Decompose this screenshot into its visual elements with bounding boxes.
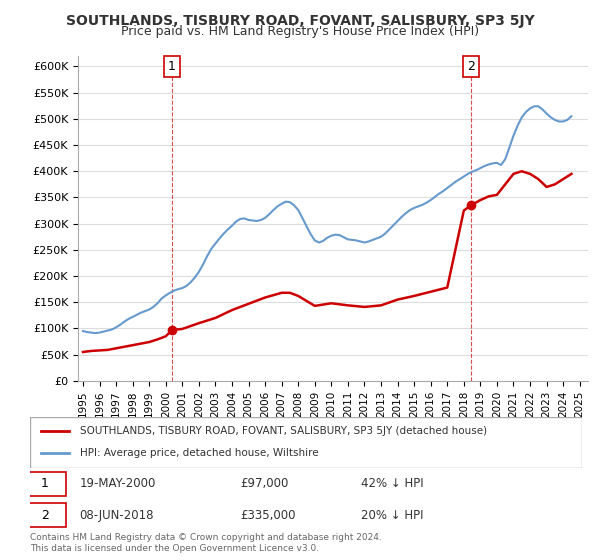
FancyBboxPatch shape	[30, 417, 582, 468]
Text: SOUTHLANDS, TISBURY ROAD, FOVANT, SALISBURY, SP3 5JY (detached house): SOUTHLANDS, TISBURY ROAD, FOVANT, SALISB…	[80, 426, 487, 436]
Text: 1: 1	[168, 60, 176, 73]
FancyBboxPatch shape	[25, 503, 66, 527]
Text: £97,000: £97,000	[240, 478, 288, 491]
Text: 42% ↓ HPI: 42% ↓ HPI	[361, 478, 424, 491]
Text: 2: 2	[467, 60, 475, 73]
Text: 19-MAY-2000: 19-MAY-2000	[80, 478, 156, 491]
Text: 2: 2	[41, 508, 49, 521]
FancyBboxPatch shape	[25, 472, 66, 496]
Text: Price paid vs. HM Land Registry's House Price Index (HPI): Price paid vs. HM Land Registry's House …	[121, 25, 479, 38]
Text: 20% ↓ HPI: 20% ↓ HPI	[361, 508, 424, 521]
Text: HPI: Average price, detached house, Wiltshire: HPI: Average price, detached house, Wilt…	[80, 449, 319, 459]
Text: £335,000: £335,000	[240, 508, 295, 521]
Text: Contains HM Land Registry data © Crown copyright and database right 2024.
This d: Contains HM Land Registry data © Crown c…	[30, 533, 382, 553]
Text: SOUTHLANDS, TISBURY ROAD, FOVANT, SALISBURY, SP3 5JY: SOUTHLANDS, TISBURY ROAD, FOVANT, SALISB…	[65, 14, 535, 28]
Text: 1: 1	[41, 478, 49, 491]
Text: 08-JUN-2018: 08-JUN-2018	[80, 508, 154, 521]
